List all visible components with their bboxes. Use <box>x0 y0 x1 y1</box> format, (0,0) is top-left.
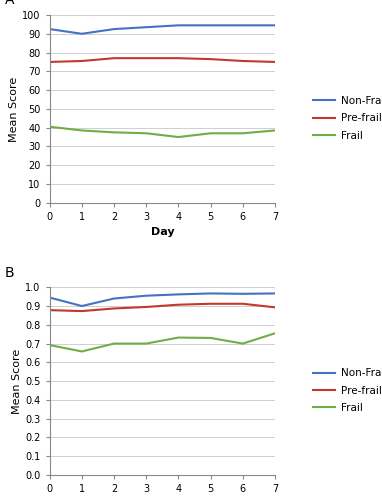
Pre-frail <box>112 55 117 61</box>
Non-Frail <box>208 290 213 296</box>
Line: Frail: Frail <box>50 126 275 137</box>
Frail <box>241 130 245 136</box>
Legend: Non-Frail, Pre-frail, Frail: Non-Frail, Pre-frail, Frail <box>312 96 382 140</box>
Y-axis label: Mean Score: Mean Score <box>10 76 19 142</box>
Non-Frail <box>176 292 181 298</box>
Line: Pre-frail: Pre-frail <box>50 304 275 311</box>
Non-Frail <box>144 24 149 30</box>
Non-Frail <box>112 26 117 32</box>
Pre-frail <box>144 304 149 310</box>
Line: Non-Frail: Non-Frail <box>50 294 275 306</box>
Pre-frail <box>241 58 245 64</box>
Non-Frail <box>79 303 84 309</box>
Non-Frail <box>112 296 117 302</box>
Frail <box>241 340 245 346</box>
Pre-frail <box>47 307 52 313</box>
Y-axis label: Mean Score: Mean Score <box>13 348 23 414</box>
Non-Frail <box>273 22 277 28</box>
Pre-frail <box>208 301 213 307</box>
Frail <box>176 334 181 340</box>
Frail <box>79 128 84 134</box>
Text: A: A <box>5 0 14 8</box>
Frail <box>208 130 213 136</box>
Pre-frail <box>79 308 84 314</box>
Pre-frail <box>208 56 213 62</box>
Frail <box>47 124 52 130</box>
Frail <box>273 128 277 134</box>
Non-Frail <box>176 22 181 28</box>
Pre-frail <box>273 304 277 310</box>
Frail <box>79 348 84 354</box>
Pre-frail <box>47 59 52 65</box>
Frail <box>47 342 52 348</box>
Non-Frail <box>144 292 149 298</box>
Pre-frail <box>273 59 277 65</box>
Pre-frail <box>241 301 245 307</box>
Frail <box>208 335 213 341</box>
Pre-frail <box>144 55 149 61</box>
Non-Frail <box>47 26 52 32</box>
Line: Non-Frail: Non-Frail <box>50 26 275 34</box>
Pre-frail <box>176 55 181 61</box>
Frail <box>273 330 277 336</box>
Non-Frail <box>241 22 245 28</box>
Frail <box>112 340 117 346</box>
Pre-frail <box>79 58 84 64</box>
Legend: Non-Frail, Pre-frail, Frail: Non-Frail, Pre-frail, Frail <box>312 368 382 413</box>
Non-Frail <box>241 291 245 297</box>
Frail <box>144 340 149 346</box>
Line: Frail: Frail <box>50 333 275 351</box>
Frail <box>176 134 181 140</box>
X-axis label: Day: Day <box>151 228 174 237</box>
Line: Pre-frail: Pre-frail <box>50 58 275 62</box>
Frail <box>144 130 149 136</box>
Pre-frail <box>176 302 181 308</box>
Non-Frail <box>273 290 277 296</box>
Text: B: B <box>5 266 14 280</box>
Non-Frail <box>79 31 84 37</box>
Pre-frail <box>112 306 117 312</box>
Non-Frail <box>47 294 52 300</box>
Frail <box>112 130 117 136</box>
Non-Frail <box>208 22 213 28</box>
